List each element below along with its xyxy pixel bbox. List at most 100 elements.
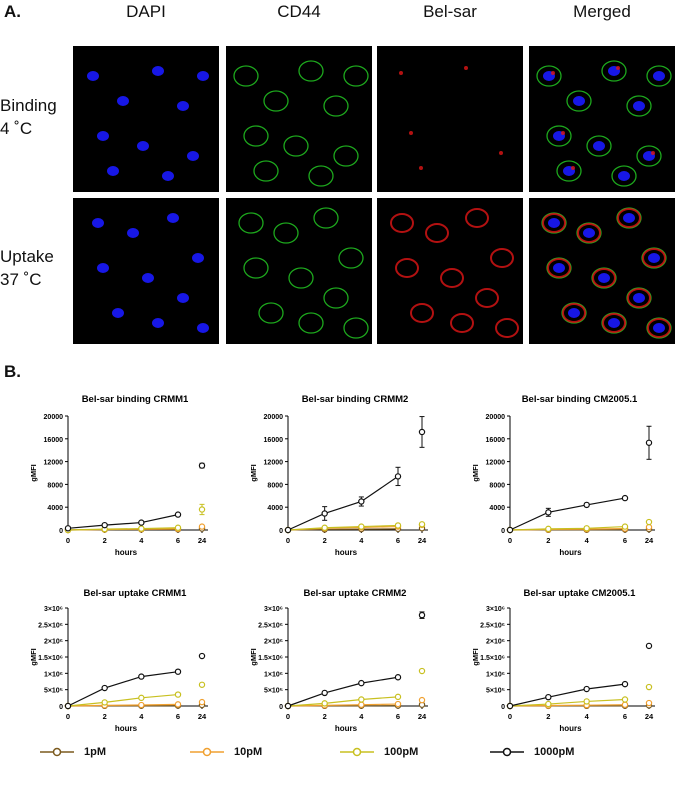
data-point-100pM [138, 525, 145, 532]
y-tick-label: 5×10⁵ [486, 688, 505, 695]
legend-label-100pm: 100pM [384, 746, 419, 758]
y-tick-label: 1×10⁶ [44, 671, 63, 678]
nucleus [197, 323, 209, 333]
legend-marker-100pm [340, 747, 374, 757]
data-point-1000pM [284, 702, 292, 710]
x-tick-label: 4 [359, 712, 364, 721]
x-axis-title: hours [115, 548, 138, 557]
series-line-100pM [509, 525, 626, 531]
y-tick-label: 3×10⁶ [44, 606, 63, 613]
nucleus [583, 228, 595, 238]
micrograph-binding-belsar [377, 46, 523, 192]
belsar-signal [395, 258, 419, 278]
data-point-100pM [545, 525, 552, 533]
data-point-10pM [198, 523, 206, 530]
nucleus [623, 213, 635, 223]
micrograph-binding-dapi [73, 46, 219, 192]
series-line-10pM [67, 703, 179, 707]
x-tick-label: 24 [645, 536, 654, 545]
data-point-100pM [621, 696, 629, 703]
chart-legend: 1pM 10pM 100pM 1000pM [40, 746, 680, 772]
belsar-signal [592, 268, 616, 288]
legend-marker-10pm [190, 747, 224, 757]
y-tick-label: 1×10⁶ [486, 671, 505, 678]
belsar-signal [475, 288, 499, 308]
membrane-ring [273, 222, 299, 244]
membrane-ring [258, 302, 284, 324]
membrane-ring [343, 317, 369, 339]
y-tick-label: 1.5×10⁶ [38, 655, 63, 662]
chart-binding-crmm1: Bel-sar binding CRMM1 0 4000 8000 12000 16000… [29, 394, 208, 557]
y-tick-label: 2×10⁶ [486, 639, 505, 646]
belsar-spot [399, 71, 403, 75]
y-tick-label: 12000 [486, 460, 506, 467]
data-point-1000pM [358, 498, 365, 505]
legend-item-10pm: 10pM [190, 746, 262, 758]
micrograph-binding-cd44 [226, 46, 372, 192]
legend-label-1000pm: 1000pM [534, 746, 575, 758]
nucleus [142, 273, 154, 283]
belsar-signal [440, 268, 464, 288]
nucleus [127, 228, 139, 238]
legend-item-100pm: 100pM [340, 746, 418, 758]
row-header-binding-line1: Binding [0, 96, 57, 115]
belsar-signal [465, 208, 489, 228]
data-point-1000pM [621, 680, 629, 688]
data-point-100pM [138, 694, 145, 702]
membrane-ring [338, 247, 364, 269]
belsar-signal [562, 303, 586, 323]
y-tick-label: 16000 [486, 437, 506, 444]
nucleus [653, 323, 665, 333]
data-point-1000pM [198, 462, 206, 469]
nucleus [97, 131, 109, 141]
belsar-spot [651, 151, 655, 155]
belsar-signal [495, 318, 519, 338]
x-tick-label: 24 [418, 536, 427, 545]
membrane-ring [283, 135, 309, 157]
legend-item-1pm: 1pM [40, 746, 106, 758]
micrograph-uptake-cd44 [226, 198, 372, 344]
y-tick-label: 8000 [267, 482, 283, 489]
series-line-1000pM [287, 475, 399, 531]
chart-title: Bel-sar binding CRMM2 [302, 394, 409, 405]
data-point-100pM [621, 523, 629, 530]
nucleus [568, 308, 580, 318]
row-header-binding-line2: 4 ˚C [0, 119, 33, 138]
membrane-ring [308, 165, 334, 187]
y-axis-title: gMFI [249, 464, 258, 482]
nucleus [192, 253, 204, 263]
chart-title: Bel-sar binding CM2005.1 [522, 394, 638, 405]
data-point-1000pM [621, 494, 629, 502]
x-tick-label: 24 [418, 712, 427, 721]
data-point-100pM [418, 521, 426, 528]
data-point-1000pM [418, 428, 426, 436]
x-axis-title: hours [559, 548, 582, 557]
legend-label-1pm: 1pM [84, 746, 106, 758]
micrograph-binding-merged [529, 46, 675, 192]
data-point-10pM [645, 523, 653, 531]
x-tick-label: 2 [546, 712, 550, 721]
data-point-1000pM [545, 509, 552, 516]
membrane-ring [556, 160, 582, 182]
legend-marker-1000pm [490, 747, 524, 757]
data-point-1000pM [418, 611, 426, 619]
data-point-1000pM [358, 679, 365, 687]
x-tick-label: 2 [323, 712, 327, 721]
data-point-100pM [645, 683, 653, 691]
nucleus [633, 101, 645, 111]
data-point-1000pM [506, 702, 514, 710]
legend-item-1000pm: 1000pM [490, 746, 574, 758]
y-tick-label: 0 [59, 528, 63, 535]
data-point-100pM [358, 523, 365, 530]
micrograph-uptake-dapi [73, 198, 219, 344]
belsar-signal [547, 258, 571, 278]
membrane-ring [253, 160, 279, 182]
nucleus [633, 293, 645, 303]
series-line-10pM [509, 704, 626, 707]
belsar-signal [617, 208, 641, 228]
row-header-binding: Binding 4 ˚C [0, 94, 57, 140]
data-point-100pM [321, 524, 328, 531]
x-tick-label: 6 [623, 712, 627, 721]
x-tick-label: 2 [103, 712, 107, 721]
x-axis-title: hours [335, 724, 358, 733]
